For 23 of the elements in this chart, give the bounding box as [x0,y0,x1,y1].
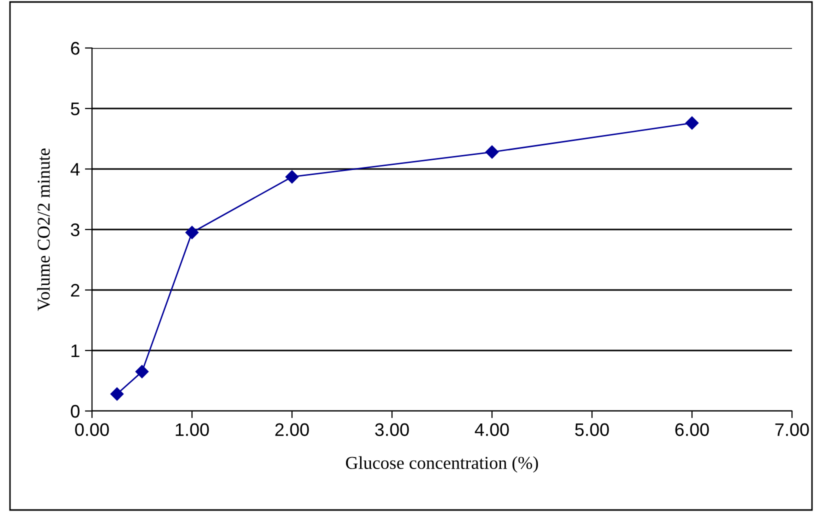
x-tick-label: 2.00 [275,423,309,436]
point [485,145,499,159]
x-tick-label: 5.00 [575,423,609,436]
y-tick-label: 1 [72,344,80,358]
y-tick-label: 5 [70,102,80,116]
x-tick-label: 3.00 [375,423,409,436]
y-tick-label: 2 [71,284,80,297]
point [135,365,149,378]
y-tick-label: 0 [70,404,80,418]
point [110,387,124,401]
y-tick-label: 3 [70,223,80,236]
x-tick-label: 0.00 [75,423,109,436]
point [185,226,199,240]
x-tick-label: 6.00 [675,423,709,436]
x-axis-title: Glucose concentration (%) [346,456,538,473]
x-tick-label: 4.00 [474,423,509,436]
x-tick-label: 7.00 [775,423,809,436]
y-axis-title: Volume CO2/2 minute [37,148,50,311]
point [285,170,299,184]
y-tick-label: 6 [71,42,80,55]
y-tick-label: 4 [70,163,80,176]
point [685,116,699,130]
x-tick-label: 1.00 [176,423,209,436]
